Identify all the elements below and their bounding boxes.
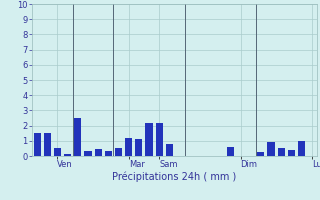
Bar [105,151,112,156]
Bar [278,148,285,156]
Bar [44,133,51,156]
Bar [145,123,153,156]
Bar [135,139,142,156]
Bar [268,142,275,156]
Bar [115,148,122,156]
Bar [54,148,61,156]
Bar [84,151,92,156]
Bar [74,118,81,156]
Bar [64,154,71,156]
Bar [288,150,295,156]
Bar [257,152,264,156]
Bar [166,144,173,156]
Bar [156,123,163,156]
X-axis label: Précipitations 24h ( mm ): Précipitations 24h ( mm ) [112,172,236,182]
Bar [298,141,305,156]
Bar [125,138,132,156]
Bar [227,147,234,156]
Bar [94,149,102,156]
Bar [34,133,41,156]
